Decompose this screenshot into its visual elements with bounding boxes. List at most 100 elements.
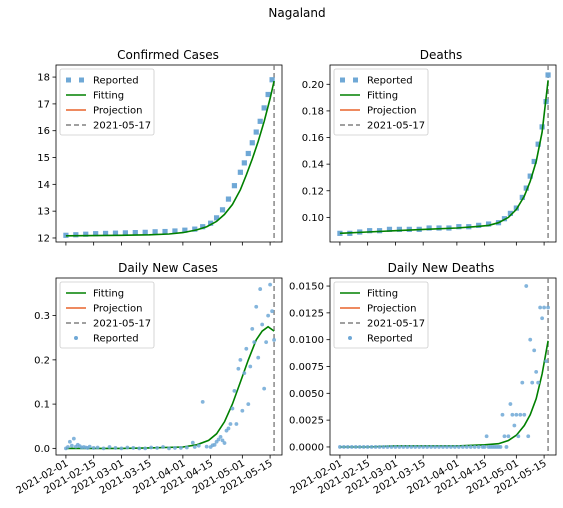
reported-point [506, 434, 511, 439]
legend-label: Fitting [367, 289, 398, 300]
reported-point [502, 434, 507, 439]
reported-point [65, 445, 70, 449]
reported-point [230, 406, 235, 411]
y-tick-label: 0.12 [302, 186, 324, 197]
reported-point [93, 231, 99, 237]
y-tick-label: 0.10 [302, 213, 324, 224]
reported-point [95, 445, 100, 450]
legend-marker-reported [79, 77, 84, 83]
y-tick-label: 12 [37, 233, 50, 244]
reported-point [248, 364, 253, 369]
reported-point [252, 340, 257, 345]
reported-point [249, 140, 255, 146]
reported-point [142, 229, 148, 235]
reported-point [437, 445, 441, 449]
reported-point [405, 445, 410, 449]
reported-point [261, 105, 267, 111]
reported-point [441, 445, 445, 449]
reported-point [162, 228, 168, 235]
y-tick-label: 0.0000 [289, 442, 324, 453]
reported-point [272, 338, 276, 342]
reported-point [241, 160, 247, 166]
reported-point [268, 282, 273, 287]
reported-point [409, 445, 414, 449]
figure-suptitle: Nagaland [268, 6, 325, 20]
reported-point [208, 220, 214, 226]
reported-point [260, 322, 265, 327]
reported-point [445, 445, 449, 449]
reported-point [256, 355, 261, 360]
reported-point [510, 412, 515, 417]
y-tick-label: 18 [37, 73, 50, 84]
reported-point [518, 412, 523, 417]
reported-point [426, 225, 432, 231]
reported-point [361, 445, 366, 449]
reported-point [542, 305, 547, 310]
deaths-panel: Deaths 0.10 0.12 0.14 0.16 0.18 0.20 Reported F… [302, 48, 557, 246]
legend-label: Reported [93, 334, 139, 345]
legend-label: Reported [93, 76, 139, 87]
panel-title-deaths: Deaths [420, 48, 463, 62]
reported-point [155, 446, 160, 450]
y-tick-label: 0.16 [302, 133, 324, 144]
y-tick-label: 0.0150 [289, 282, 324, 293]
reported-point [396, 226, 402, 232]
reported-point [524, 284, 529, 288]
reported-point [401, 445, 406, 449]
fitting-line [339, 80, 549, 235]
axes-frame [55, 64, 283, 243]
reported-point [413, 445, 418, 449]
reported-point [468, 445, 473, 449]
reported-point [449, 445, 453, 449]
reported-point [246, 402, 251, 407]
y-tick-label: 0.18 [302, 106, 324, 117]
reported-point [238, 357, 243, 362]
reported-point [526, 434, 531, 439]
reported-point [484, 434, 489, 439]
reported-point [161, 445, 165, 449]
reported-point [397, 445, 402, 449]
reported-point [113, 446, 118, 450]
legend-label: Fitting [93, 289, 124, 300]
legend-label: Reported [367, 334, 413, 345]
panel-title-daily-new-cases: Daily New Cases [118, 261, 218, 275]
reported-point [220, 438, 225, 443]
reported-point [143, 446, 148, 451]
legend-box [333, 68, 429, 136]
reported-point [91, 446, 96, 450]
reported-point [200, 224, 206, 230]
legend-label: Projection [93, 106, 142, 117]
reported-point [262, 386, 267, 391]
y-tick-label: 0.0 [34, 444, 50, 455]
reported-point [269, 77, 275, 83]
reported-point [240, 408, 245, 413]
y-tick-label: 13 [37, 207, 50, 218]
reported-point [192, 226, 198, 232]
reported-point [538, 305, 543, 310]
reported-point [119, 446, 124, 451]
panel-title-daily-new-deaths: Daily New Deaths [388, 261, 495, 275]
legend-label: Fitting [93, 91, 124, 102]
reported-point [546, 305, 550, 310]
reported-point [389, 445, 394, 449]
reported-point [270, 309, 274, 314]
reported-point [472, 445, 477, 449]
reported-point [357, 445, 362, 449]
legend-label: Projection [367, 106, 416, 117]
reported-point [456, 445, 461, 449]
reported-point [452, 445, 457, 449]
reported-point [528, 337, 533, 342]
reported-point [204, 444, 209, 449]
axes-frame [55, 277, 283, 456]
reported-point [254, 304, 259, 309]
reported-point [73, 232, 79, 238]
reported-point [393, 445, 398, 449]
reported-point [456, 224, 462, 230]
reported-point [192, 445, 197, 449]
y-tick-label: 17 [37, 99, 50, 110]
reported-point [386, 226, 393, 232]
reported-point [508, 402, 513, 406]
reported-point [190, 440, 195, 445]
axes-frame [329, 64, 557, 243]
reported-point [381, 445, 386, 449]
